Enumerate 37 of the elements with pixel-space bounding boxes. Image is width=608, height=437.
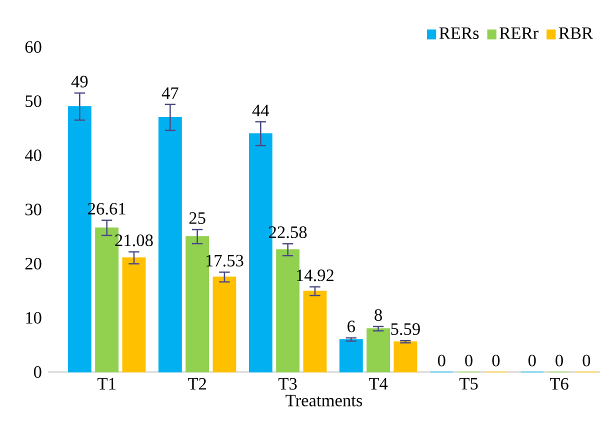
data-label: 49 [71, 76, 88, 88]
x-tick-label: T2 [188, 378, 206, 390]
y-tick-label: 20 [25, 258, 42, 270]
data-label: 47 [162, 87, 178, 99]
legend-label: RBR [558, 27, 594, 39]
y-tick-label: 10 [26, 312, 42, 324]
data-label: 0 [556, 354, 563, 366]
y-tick-label: 0 [34, 366, 42, 378]
legend-label: RERs [439, 27, 479, 39]
data-label: 25 [189, 212, 206, 224]
bar [122, 257, 146, 372]
y-tick-label: 60 [25, 41, 42, 53]
data-label: 0 [582, 354, 590, 366]
data-label: 0 [438, 354, 446, 366]
bar [158, 117, 182, 372]
data-label: 6 [348, 320, 355, 332]
x-tick-label: T3 [278, 378, 297, 390]
y-tick-label: 30 [25, 204, 42, 216]
bar [339, 339, 363, 372]
x-tick-label: T4 [368, 378, 388, 390]
x-tick-label: T5 [459, 378, 478, 390]
bar [366, 328, 390, 372]
x-tick-label: T1 [98, 378, 116, 390]
data-label: 0 [528, 354, 536, 366]
x-tick-label: T6 [550, 378, 568, 390]
y-tick-label: 40 [24, 149, 42, 162]
data-label: 0 [465, 354, 472, 366]
bar [303, 290, 327, 372]
legend-label: RERr [500, 27, 538, 39]
data-label: 5.59 [391, 323, 420, 336]
data-label: 0 [492, 354, 500, 366]
data-label: 8 [374, 309, 382, 321]
y-tick-label: 50 [26, 95, 42, 108]
bar [212, 276, 236, 372]
x-axis-title: Treatments [286, 394, 362, 406]
data-label: 44 [252, 104, 270, 116]
bar [394, 341, 418, 372]
